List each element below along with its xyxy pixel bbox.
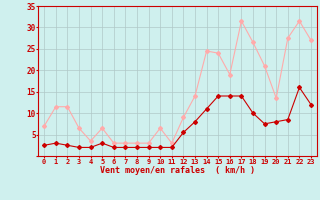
X-axis label: Vent moyen/en rafales  ( km/h ): Vent moyen/en rafales ( km/h )	[100, 166, 255, 175]
